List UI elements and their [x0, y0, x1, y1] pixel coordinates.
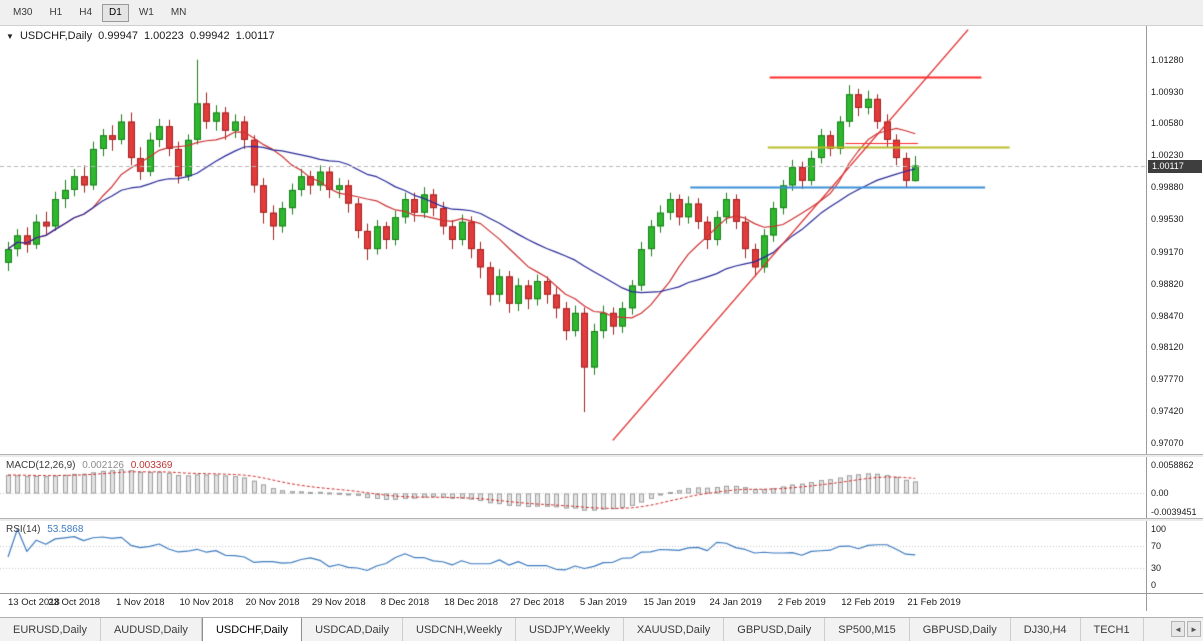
chart-tab-sp500[interactable]: SP500,M15	[825, 618, 910, 641]
date-axis-label: 23 Oct 2018	[48, 597, 101, 608]
rsi-chart-canvas[interactable]	[0, 521, 1146, 593]
chart-collapse-icon[interactable]: ▼	[6, 32, 14, 41]
date-axis-label: 29 Nov 2018	[311, 597, 366, 608]
chart-tabbar: EURUSD,Daily AUDUSD,Daily USDCHF,Daily USDC…	[0, 611, 1203, 641]
axis-label: 0.97770	[1151, 374, 1184, 385]
chart-tab-dj30[interactable]: DJ30,H4	[1011, 618, 1081, 641]
timeframe-button-m30[interactable]: M30	[6, 4, 39, 22]
macd-value-signal: 0.003369	[130, 460, 173, 471]
axis-label: 0	[1151, 580, 1157, 590]
current-price-badge: 1.00117	[1148, 159, 1202, 173]
tabs-scroll-left-button[interactable]: ◄	[1171, 621, 1185, 637]
price-close: 1.00117	[235, 30, 275, 42]
chart-tab-usdcad[interactable]: USDCAD,Daily	[302, 618, 404, 641]
macd-axis[interactable]: 0.0058862 0.00 -0.0039451	[1146, 457, 1203, 518]
timeframe-button-d1[interactable]: D1	[102, 3, 129, 22]
main-chart-panel: 1.01280 1.00930 1.00580 1.00230 0.99880 0.995…	[0, 26, 1203, 454]
chart-tab-usdcnh[interactable]: USDCNH,Weekly	[403, 618, 517, 641]
price-high: 1.00223	[144, 30, 184, 42]
chart-tab-usdchf[interactable]: USDCHF,Daily	[201, 618, 303, 641]
date-axis-label: 12 Feb 2019	[841, 597, 895, 608]
rsi-value: 53.5868	[47, 524, 84, 535]
date-axis-label: 10 Nov 2018	[179, 597, 234, 608]
axis-label: 0.99170	[1151, 246, 1184, 257]
date-axis-label: 27 Dec 2018	[510, 597, 565, 608]
date-axis-corner	[1146, 594, 1203, 611]
tabs-scroll-right-button[interactable]: ►	[1187, 621, 1201, 637]
axis-label: 0.99530	[1151, 214, 1184, 225]
chart-tab-eurusd[interactable]: EURUSD,Daily	[0, 618, 101, 641]
date-axis-label: 2 Feb 2019	[777, 597, 826, 608]
chart-tab-xauusd[interactable]: XAUUSD,Daily	[624, 618, 725, 641]
axis-label: 0.97070	[1151, 438, 1184, 449]
timeframe-toolbar: M30 H1 H4 D1 W1 MN	[0, 0, 1203, 26]
date-axis-label: 1 Nov 2018	[116, 597, 165, 608]
symbol-name: USDCHF,Daily	[19, 30, 93, 42]
chart-info-label: ▼ USDCHF,Daily 0.99947 1.00223 0.99942 1…	[6, 30, 278, 42]
axis-label: 30	[1151, 563, 1162, 574]
rsi-panel: 100 70 30 0 RSI(14) 53.5868	[0, 521, 1203, 593]
axis-label: 1.01280	[1151, 54, 1184, 65]
timeframe-button-mn[interactable]: MN	[164, 4, 194, 22]
chart-tab-audusd[interactable]: AUDUSD,Daily	[101, 618, 202, 641]
date-axis-label: 13 Oct 2018	[8, 597, 60, 608]
macd-value-main: 0.002126	[82, 460, 124, 471]
axis-label: 0.99880	[1151, 182, 1184, 193]
price-chart-canvas[interactable]	[0, 26, 1146, 454]
tabs-scroll-arrows: ◄ ►	[1171, 621, 1201, 637]
chart-tab-usdjpy[interactable]: USDJPY,Weekly	[516, 618, 624, 641]
macd-name: MACD(12,26,9)	[6, 460, 76, 471]
timeframe-button-h4[interactable]: H4	[72, 4, 99, 22]
date-axis[interactable]: 13 Oct 2018 23 Oct 2018 1 Nov 2018 10 Nov 2…	[0, 593, 1203, 611]
timeframe-button-h1[interactable]: H1	[42, 4, 69, 22]
timeframe-button-w1[interactable]: W1	[132, 4, 161, 22]
date-axis-label: 5 Jan 2019	[579, 597, 627, 608]
axis-label: 1.00230	[1151, 150, 1184, 161]
date-axis-label: 21 Feb 2019	[907, 597, 961, 608]
chart-tab-gbpusd[interactable]: GBPUSD,Daily	[910, 618, 1011, 641]
price-axis[interactable]: 1.01280 1.00930 1.00580 1.00230 0.99880 0.995…	[1146, 26, 1203, 454]
axis-label: 1.00930	[1151, 86, 1184, 97]
axis-label: -0.0039451	[1151, 507, 1197, 518]
rsi-label: RSI(14) 53.5868	[6, 524, 87, 535]
date-axis-label: 20 Nov 2018	[245, 597, 300, 608]
price-open: 0.99947	[98, 30, 138, 42]
rsi-name: RSI(14)	[6, 524, 41, 535]
macd-chart-canvas[interactable]	[0, 457, 1146, 518]
chart-tabs: EURUSD,Daily AUDUSD,Daily USDCHF,Daily USDC…	[0, 617, 1203, 641]
macd-label: MACD(12,26,9) 0.002126 0.003369	[6, 460, 176, 471]
axis-label: 0.0058862	[1151, 460, 1194, 471]
panel-splitter-macd[interactable]	[0, 454, 1203, 457]
panel-splitter-rsi[interactable]	[0, 518, 1203, 521]
axis-label: 1.00580	[1151, 118, 1184, 129]
rsi-axis[interactable]: 100 70 30 0	[1146, 521, 1203, 593]
axis-label: 70	[1151, 540, 1162, 551]
chart-tab-tech1[interactable]: TECH1	[1081, 618, 1144, 641]
axis-label: 0.98120	[1151, 342, 1184, 353]
chart-tab-gbpusd[interactable]: GBPUSD,Daily	[724, 618, 826, 641]
date-axis-label: 8 Dec 2018	[380, 597, 430, 608]
axis-label: 0.98820	[1151, 278, 1184, 289]
axis-label: 0.98470	[1151, 310, 1184, 321]
date-axis-label: 15 Jan 2019	[643, 597, 696, 608]
date-axis-label: 18 Dec 2018	[444, 597, 498, 608]
macd-panel: 0.0058862 0.00 -0.0039451 MACD(12,26,9) 0.…	[0, 457, 1203, 518]
price-low: 0.99942	[189, 30, 230, 42]
axis-label: 0.00	[1151, 488, 1169, 499]
date-axis-label: 24 Jan 2019	[709, 597, 762, 608]
axis-label: 100	[1151, 524, 1167, 534]
axis-label: 0.97420	[1151, 406, 1184, 417]
